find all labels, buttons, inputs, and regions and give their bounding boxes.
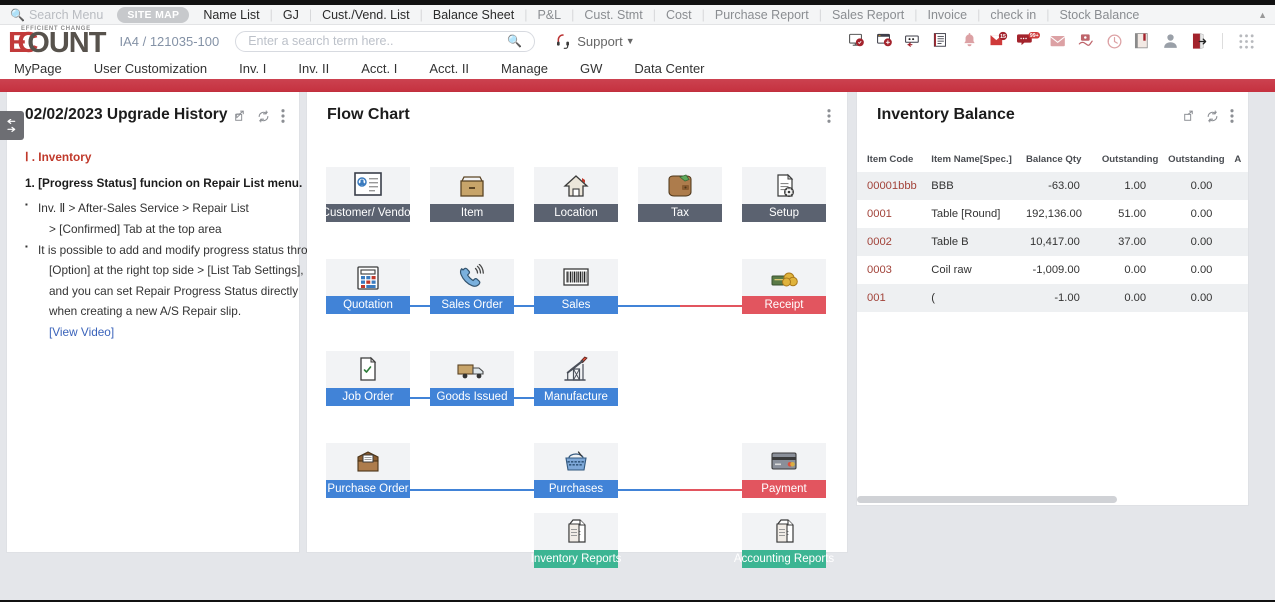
svg-text:15: 15	[1000, 34, 1006, 40]
svg-text:99+: 99+	[1029, 33, 1038, 39]
